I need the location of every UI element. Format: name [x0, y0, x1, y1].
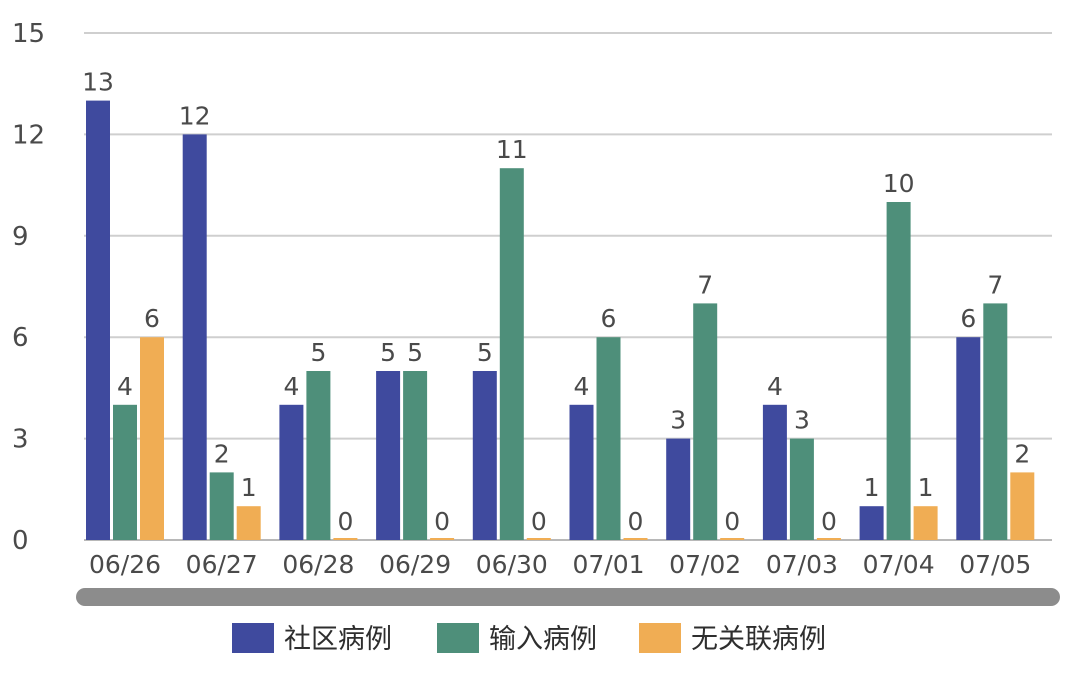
bar-1-06-27: [182, 134, 207, 540]
legend-label: 无关联病例: [691, 624, 826, 655]
bar-3-07-03: [816, 538, 841, 540]
y-tick-label: 0: [12, 526, 29, 556]
x-tick-label: 07/03: [766, 550, 838, 579]
legend-label: 输入病例: [489, 624, 597, 655]
y-tick-label: 3: [12, 425, 29, 455]
x-tick-label: 06/28: [282, 550, 354, 579]
data-label: 1: [241, 473, 257, 502]
data-label: 11: [496, 135, 528, 164]
bar-1-07-05: [956, 337, 981, 540]
legend-swatch: [437, 623, 479, 653]
data-label: 4: [283, 372, 299, 401]
x-tick-label: 07/05: [959, 550, 1031, 579]
bar-1-06-29: [376, 371, 401, 540]
x-tick-label: 07/04: [863, 550, 935, 579]
bar-3-07-01: [623, 538, 648, 540]
bar-2-06-27: [209, 472, 234, 540]
bar-3-07-04: [913, 506, 938, 540]
bar-1-07-03: [762, 404, 787, 540]
bar-3-06-30: [526, 538, 551, 540]
bar-3-06-28: [333, 538, 358, 540]
data-label: 0: [821, 507, 837, 536]
data-label: 13: [82, 68, 114, 97]
data-label: 1: [918, 473, 934, 502]
bar-2-06-30: [499, 168, 524, 540]
bars: [86, 100, 1035, 540]
bar-1-06-30: [472, 371, 497, 540]
data-label: 4: [574, 372, 590, 401]
x-tick-label: 06/26: [89, 550, 161, 579]
legend-label: 社区病例: [284, 624, 392, 655]
data-label: 12: [179, 101, 211, 130]
y-tick-label: 15: [12, 19, 45, 49]
y-tick-label: 9: [12, 222, 29, 252]
bar-3-06-27: [236, 506, 261, 540]
y-tick-label: 12: [12, 120, 45, 150]
x-tick-label: 06/29: [379, 550, 451, 579]
data-label: 0: [628, 507, 644, 536]
x-tick-label: 06/30: [476, 550, 548, 579]
bar-3-07-05: [1010, 472, 1035, 540]
bar-2-07-04: [886, 202, 911, 540]
legend-swatch: [232, 623, 274, 653]
bar-3-07-02: [720, 538, 745, 540]
data-label: 4: [117, 372, 133, 401]
bar-2-07-03: [789, 438, 814, 540]
data-label: 6: [601, 304, 617, 333]
bar-2-07-01: [596, 337, 621, 540]
y-axis-ticks: 0 3 6 9 12 15: [12, 19, 45, 556]
bar-1-07-04: [859, 506, 884, 540]
data-label: 7: [987, 270, 1003, 299]
bar-2-06-29: [403, 371, 428, 540]
data-label: 6: [960, 304, 976, 333]
bar-2-06-26: [113, 404, 137, 540]
data-label: 2: [214, 439, 230, 468]
bar-1-06-26: [86, 100, 110, 540]
legend: 社区病例 输入病例 无关联病例: [232, 623, 826, 655]
bar-1-07-02: [666, 438, 691, 540]
bar-2-07-05: [983, 303, 1008, 540]
x-axis-ticks: 06/26 06/27 06/28 06/29 06/30 07/01 07/02 07/03…: [89, 550, 1031, 579]
data-label: 5: [310, 338, 326, 367]
bar-3-06-29: [430, 538, 455, 540]
horizontal-scrollbar[interactable]: [76, 588, 1060, 606]
data-label: 3: [670, 406, 686, 435]
data-label: 0: [434, 507, 450, 536]
x-tick-label: 07/01: [572, 550, 644, 579]
data-label: 5: [380, 338, 396, 367]
data-label: 0: [724, 507, 740, 536]
x-tick-label: 07/02: [669, 550, 741, 579]
data-label: 5: [477, 338, 493, 367]
y-tick-label: 6: [12, 323, 29, 353]
data-label: 10: [883, 169, 915, 198]
x-tick-label: 06/27: [186, 550, 258, 579]
bar-3-06-26: [140, 337, 164, 540]
data-label: 5: [407, 338, 423, 367]
data-label: 4: [767, 372, 783, 401]
data-label: 6: [144, 304, 160, 333]
bar-2-07-02: [693, 303, 718, 540]
bar-2-06-28: [306, 371, 331, 540]
legend-swatch: [639, 623, 681, 653]
data-label: 0: [531, 507, 547, 536]
bar-1-07-01: [569, 404, 594, 540]
bar-1-06-28: [279, 404, 304, 540]
data-label: 7: [697, 270, 713, 299]
data-label: 2: [1014, 439, 1030, 468]
data-label: 3: [794, 406, 810, 435]
data-label: 1: [864, 473, 880, 502]
data-label: 0: [337, 507, 353, 536]
